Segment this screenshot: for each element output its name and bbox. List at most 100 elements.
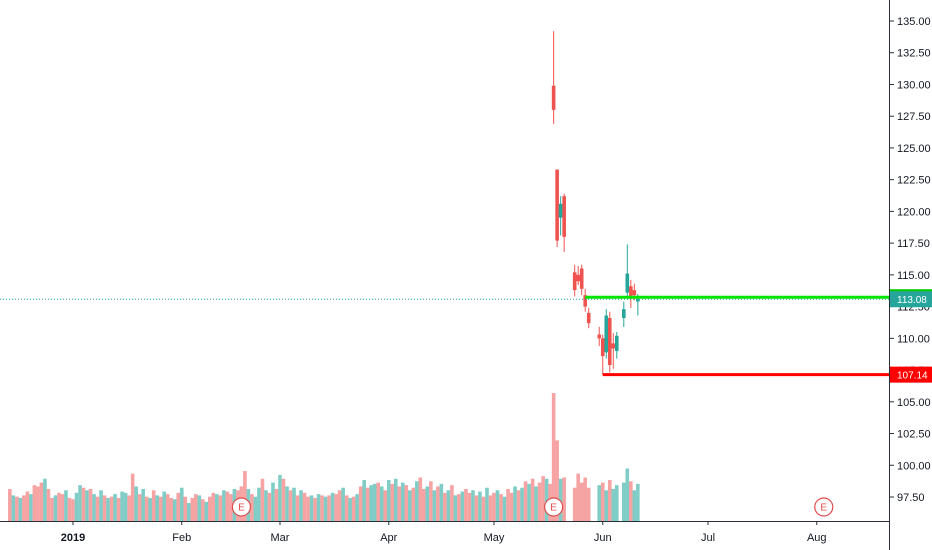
y-tick-label: 105.00 [897,397,931,409]
volume-bar [478,491,482,521]
volume-bar [165,494,170,521]
candle-body [572,272,577,291]
volume-bar [488,495,493,521]
y-tick-label: 115.00 [897,270,930,282]
earnings-marker-label: E [820,503,827,514]
volume-bar [190,497,195,521]
candle[interactable] [572,264,577,297]
candle[interactable] [576,265,580,286]
candle-body [579,268,584,289]
volume-bar [527,483,531,521]
time-axis[interactable]: 2019 Feb Mar Apr May Jun Jul Aug [61,521,827,544]
price-axis[interactable]: 135.00 132.50 130.00 127.50 125.00 122.50 120.… [890,16,931,504]
earnings-marker[interactable]: E [231,497,251,517]
candle[interactable] [558,196,563,236]
volume-bar [422,489,426,521]
candle[interactable] [622,301,626,327]
candle[interactable] [562,193,566,253]
volume-bar [15,496,19,521]
volume-bar [260,478,265,521]
candle[interactable] [583,288,588,312]
volume-bar [39,482,44,521]
candle-body [614,335,619,352]
volume-bar [193,494,198,521]
volume-bar [274,489,279,521]
volume-bar [144,496,149,521]
candle-body [555,169,559,241]
y-tick-label: 135.00 [897,16,931,28]
volume-bar [320,495,324,521]
level-lines[interactable] [0,295,889,377]
volume-bar [134,486,138,521]
volume-bar [499,494,503,521]
candle[interactable] [597,326,602,346]
volume-bar [250,494,254,521]
candle[interactable] [600,334,605,376]
volume-bar [116,497,121,521]
volume-bar [492,492,496,521]
volume-bar [309,495,314,521]
volume-bar [611,489,616,521]
volume-bar [408,490,412,521]
volume-bar [176,492,181,521]
volume-bar [8,489,12,521]
volume-bar [218,495,223,521]
volume-bar [179,487,184,521]
earnings-marker[interactable]: E [814,497,834,517]
earnings-marker[interactable]: E [544,497,564,517]
volume-bar [278,474,282,521]
volume-bar [43,478,47,521]
volume-bar [92,494,96,521]
candle[interactable] [629,279,633,308]
y-tick-label: 130.00 [897,79,931,91]
candle-body [611,343,616,349]
volume-bar [148,497,152,521]
volume-bar [215,494,219,521]
volume-bar [106,497,110,521]
volume-bar [137,494,142,521]
candle[interactable] [607,311,612,373]
volume-bar [67,497,72,521]
candle[interactable] [551,31,556,124]
volume-bar [551,393,556,521]
volume-bar [334,494,338,521]
volume-bar [446,490,451,521]
volume-bar [285,486,289,521]
volume-bar [404,485,409,521]
candle[interactable] [614,331,619,359]
candle-body [607,318,612,365]
volume-bar [162,491,167,521]
x-tick-label: May [484,532,505,544]
volume-bar [344,495,349,521]
volume-bar [369,485,373,521]
volume-bar [583,477,588,521]
volume-bar [629,481,633,521]
candle-body [600,338,605,357]
volume-bar [337,490,342,521]
candle[interactable] [555,169,559,247]
volume-bar [471,490,475,521]
volume-bar [271,482,275,521]
volume-bar [614,485,619,521]
candle[interactable] [586,307,591,329]
volume-bar [169,497,174,521]
volume-bar [222,490,226,521]
volume-bar [186,503,191,521]
volume-bar [292,487,296,521]
volume-bar [281,478,286,521]
red-level-badge [890,366,932,383]
candle-body [576,274,580,282]
candle[interactable] [579,264,584,296]
volume-bar [383,490,388,521]
candle[interactable] [625,244,630,297]
volume-bar [439,483,444,521]
volume-bar [306,496,310,521]
volume-bar [393,478,398,521]
candle[interactable] [611,333,616,369]
volume-bar [85,490,89,521]
volume-bar [450,485,454,521]
candle[interactable] [604,309,609,359]
y-tick-label: 125.00 [897,143,931,155]
